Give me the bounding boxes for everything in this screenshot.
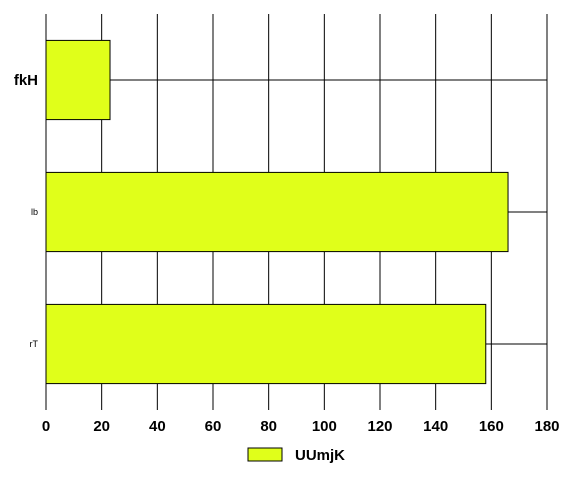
- x-tick-label-60: 60: [205, 418, 222, 435]
- legend-swatch: [247, 447, 283, 462]
- bar-lb: [45, 171, 509, 253]
- bar-rT: [45, 303, 487, 385]
- category-label-rT: rT: [30, 339, 39, 349]
- category-label-lb: lb: [31, 207, 38, 217]
- x-axis-ticks: 0 20 40 60 80 100 120 140 160 180: [42, 418, 560, 435]
- x-tick-label-0: 0: [42, 418, 50, 435]
- x-tick-label-120: 120: [367, 418, 392, 435]
- category-label-fkH: fkH: [14, 72, 38, 89]
- bar-fkH: [45, 39, 111, 121]
- category-labels: fkH lb rT: [14, 72, 39, 349]
- x-tick-label-20: 20: [93, 418, 110, 435]
- x-tick-label-40: 40: [149, 418, 166, 435]
- x-tick-label-100: 100: [312, 418, 337, 435]
- legend: UUmjK: [247, 447, 345, 464]
- x-tick-label-80: 80: [260, 418, 277, 435]
- bars: [45, 39, 509, 385]
- x-tick-label-160: 160: [479, 418, 504, 435]
- legend-label: UUmjK: [295, 447, 345, 464]
- x-tick-label-180: 180: [534, 418, 559, 435]
- x-tick-label-140: 140: [423, 418, 448, 435]
